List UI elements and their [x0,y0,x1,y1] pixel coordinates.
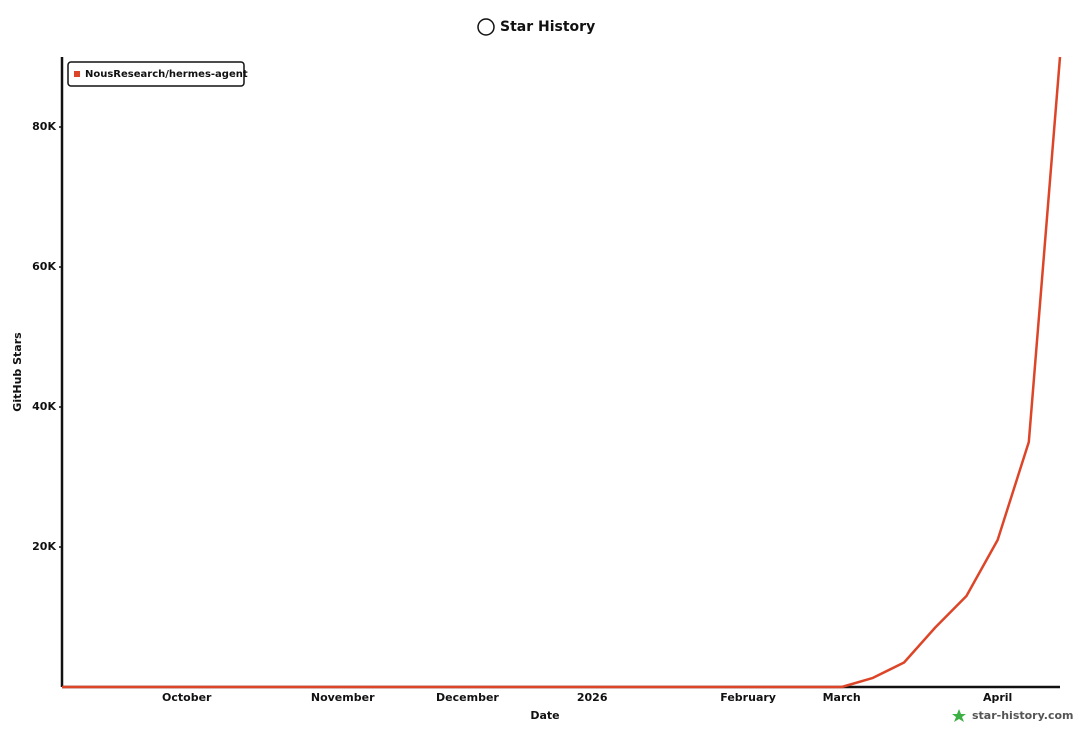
x-tick-label: December [436,691,499,704]
x-tick-label: March [823,691,861,704]
y-tick-label: 40K [32,400,56,413]
watermark-icon [952,709,966,722]
chart-title: Star History [500,19,595,35]
y-tick-label: 80K [32,120,56,133]
x-axis-label: Date [530,709,559,722]
legend-label: NousResearch/hermes-agent [85,69,248,80]
series-line [62,56,1062,689]
legend-box [67,61,245,87]
y-tick-label: 20K [32,540,56,553]
x-tick-label: 2026 [577,691,608,704]
x-tick-label: February [720,691,776,704]
watermark: star-history.com [972,709,1074,722]
x-tick-label: October [162,691,212,704]
x-tick-label: April [983,691,1012,704]
y-tick-label: 60K [32,260,56,273]
x-tick-label: November [311,691,375,704]
title-icon [477,18,495,36]
y-axis-label: GitHub Stars [11,332,24,412]
legend-swatch [74,71,80,77]
